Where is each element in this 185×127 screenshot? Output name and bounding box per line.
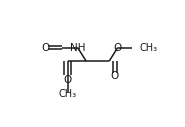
Text: O: O (114, 43, 122, 52)
Text: O: O (63, 75, 72, 85)
Text: CH₃: CH₃ (139, 43, 157, 52)
Text: NH: NH (70, 43, 85, 52)
Text: O: O (111, 71, 119, 81)
Text: O: O (41, 43, 49, 52)
Text: CH₃: CH₃ (58, 89, 77, 99)
